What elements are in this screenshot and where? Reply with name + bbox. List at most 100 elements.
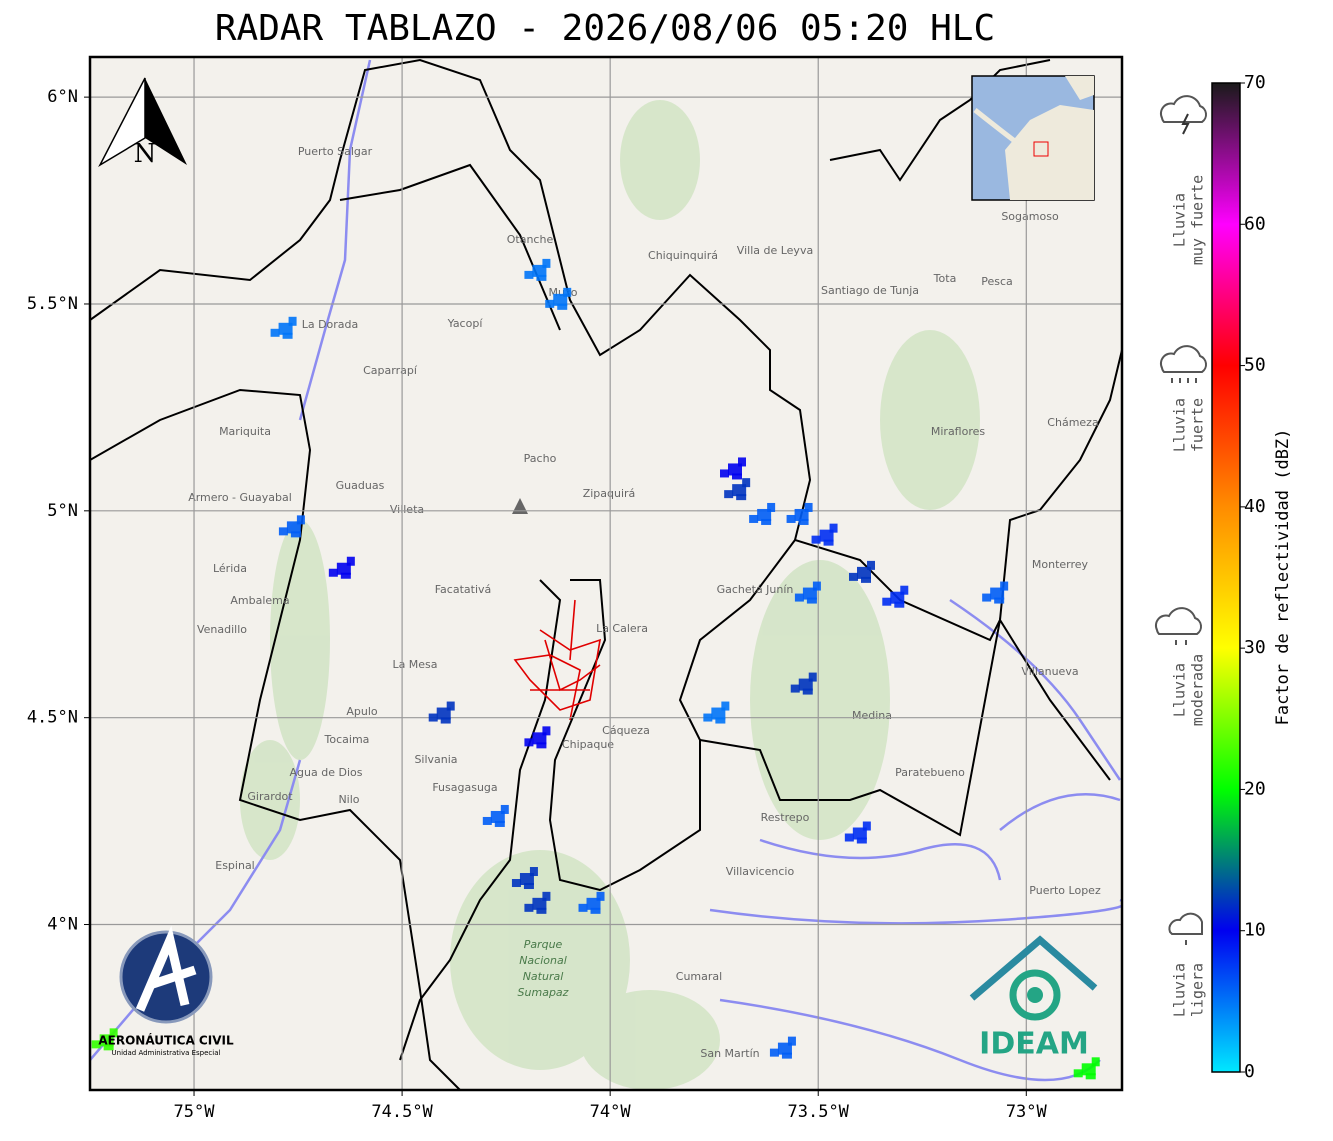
echo-cell	[732, 473, 742, 480]
echo-cell	[900, 585, 909, 595]
grid	[90, 57, 1122, 1090]
echo-cell	[523, 883, 534, 890]
echo-cell	[346, 556, 355, 566]
echo-cell	[536, 907, 547, 914]
echo-cell	[578, 903, 588, 912]
echo-cell	[738, 457, 746, 467]
place-label: Mariquita	[219, 425, 271, 438]
rivers	[90, 59, 1122, 1082]
echo-cell	[524, 738, 534, 747]
colorbar-tick-label: 70	[1244, 72, 1266, 93]
colorbar-tick-label: 40	[1244, 496, 1266, 517]
x-tick-label: 74.5°W	[371, 1102, 433, 1122]
place-label: Caparrapí	[363, 364, 418, 377]
place-label: Girardot	[247, 790, 293, 803]
colorbar-tick-label: 30	[1244, 637, 1266, 658]
echo-cell	[482, 816, 492, 825]
aero-name: AERONÁUTICA CIVIL	[98, 1033, 234, 1048]
place-label: Puerto Salgar	[298, 145, 373, 158]
echo-cell	[721, 701, 730, 711]
echo-cell	[867, 560, 875, 570]
echo-cell	[1000, 581, 1009, 591]
place-label: San Martín	[700, 1047, 759, 1060]
y-tick-label: 5°N	[47, 501, 78, 521]
place-label: Silvania	[414, 753, 457, 766]
aero-logo: AERONÁUTICA CIVIL Unidad Administrativa …	[98, 925, 234, 1057]
vegetation	[240, 100, 980, 1090]
echo-cell	[494, 820, 505, 827]
place-label: Restrepo	[761, 811, 810, 824]
y-tick-label: 4°N	[47, 915, 78, 935]
echo-cell	[1073, 1069, 1083, 1078]
place-label: La Dorada	[302, 318, 359, 331]
echo-cell	[1085, 1073, 1096, 1080]
place-label: Yacopí	[447, 317, 484, 330]
echo-cell	[500, 804, 509, 814]
place-label: Apulo	[346, 705, 378, 718]
place-label: Puerto Lopez	[1029, 884, 1101, 897]
echo-cell	[829, 523, 838, 533]
legend-label: fuerte	[1189, 398, 1207, 452]
echo-cell	[794, 508, 809, 521]
place-label: Chipaque	[562, 738, 614, 751]
legend-label: Lluvia	[1171, 663, 1189, 717]
echo-cell	[529, 867, 538, 877]
echo-cell	[446, 701, 455, 711]
place-label: Nacional	[519, 954, 567, 967]
echo-cell	[91, 1040, 101, 1049]
place-label: Otanche	[507, 233, 554, 246]
x-tick-label: 75°W	[174, 1102, 216, 1122]
echo-cell	[1091, 1057, 1100, 1067]
echo-cell	[769, 1048, 779, 1057]
place-label: Fusagasuga	[432, 781, 497, 794]
colorbar-tick-label: 60	[1244, 213, 1266, 234]
echo-cell	[823, 539, 834, 546]
colorbar-tick-label: 0	[1244, 1061, 1255, 1082]
echo-cell	[290, 531, 301, 538]
place-label: Sogamoso	[1001, 210, 1059, 223]
echo-cell	[703, 713, 713, 722]
legend-label: moderada	[1189, 654, 1207, 726]
place-label: Nilo	[338, 793, 359, 806]
echo-cell	[715, 717, 726, 724]
legend-label: Lluvia	[1171, 398, 1189, 452]
place-label: Chiquinquirá	[648, 249, 718, 262]
echo-cell	[749, 514, 759, 523]
place-label: Villa de Leyva	[737, 244, 813, 257]
echo-cell	[994, 597, 1005, 604]
map: Villavicencio Villa de Leyva Santiago de T…	[90, 57, 1122, 1090]
echo-cell	[812, 581, 821, 591]
place-label: Chámeza	[1047, 416, 1098, 429]
colorbar-tick-label: 50	[1244, 355, 1266, 376]
place-label: La Calera	[596, 622, 648, 635]
echo-cell	[340, 572, 351, 579]
ideam-logo: IDEAM	[969, 935, 1098, 1062]
echo-cell	[542, 891, 551, 901]
echo-cell	[524, 903, 534, 912]
echo-cell	[844, 833, 854, 842]
echo-cell	[563, 287, 572, 297]
echo-cell	[757, 508, 772, 521]
echo-cell	[511, 879, 521, 888]
echo-cell	[109, 1028, 118, 1038]
echo-cell	[982, 593, 992, 602]
aero-sub: Unidad Administrativa Especial	[112, 1049, 221, 1057]
echo-cell	[542, 726, 551, 736]
x-tick-label: 73.5°W	[788, 1102, 850, 1122]
x-tick-label: 74°W	[590, 1102, 632, 1122]
place-label: La Mesa	[392, 658, 437, 671]
ideam-name: IDEAM	[979, 1027, 1089, 1062]
echo-cell	[767, 502, 776, 512]
echo-cell	[536, 274, 547, 281]
echo-cell	[557, 303, 568, 310]
echo-cell	[894, 601, 905, 608]
place-label: Guaduas	[336, 479, 385, 492]
echo-cell	[790, 684, 800, 693]
place-label: Villavicencio	[726, 865, 795, 878]
place-label: Monterrey	[1032, 558, 1089, 571]
place-label: Miraflores	[931, 425, 986, 438]
echo-cell	[440, 717, 451, 724]
place-label: Gachetá Junín	[717, 583, 794, 596]
